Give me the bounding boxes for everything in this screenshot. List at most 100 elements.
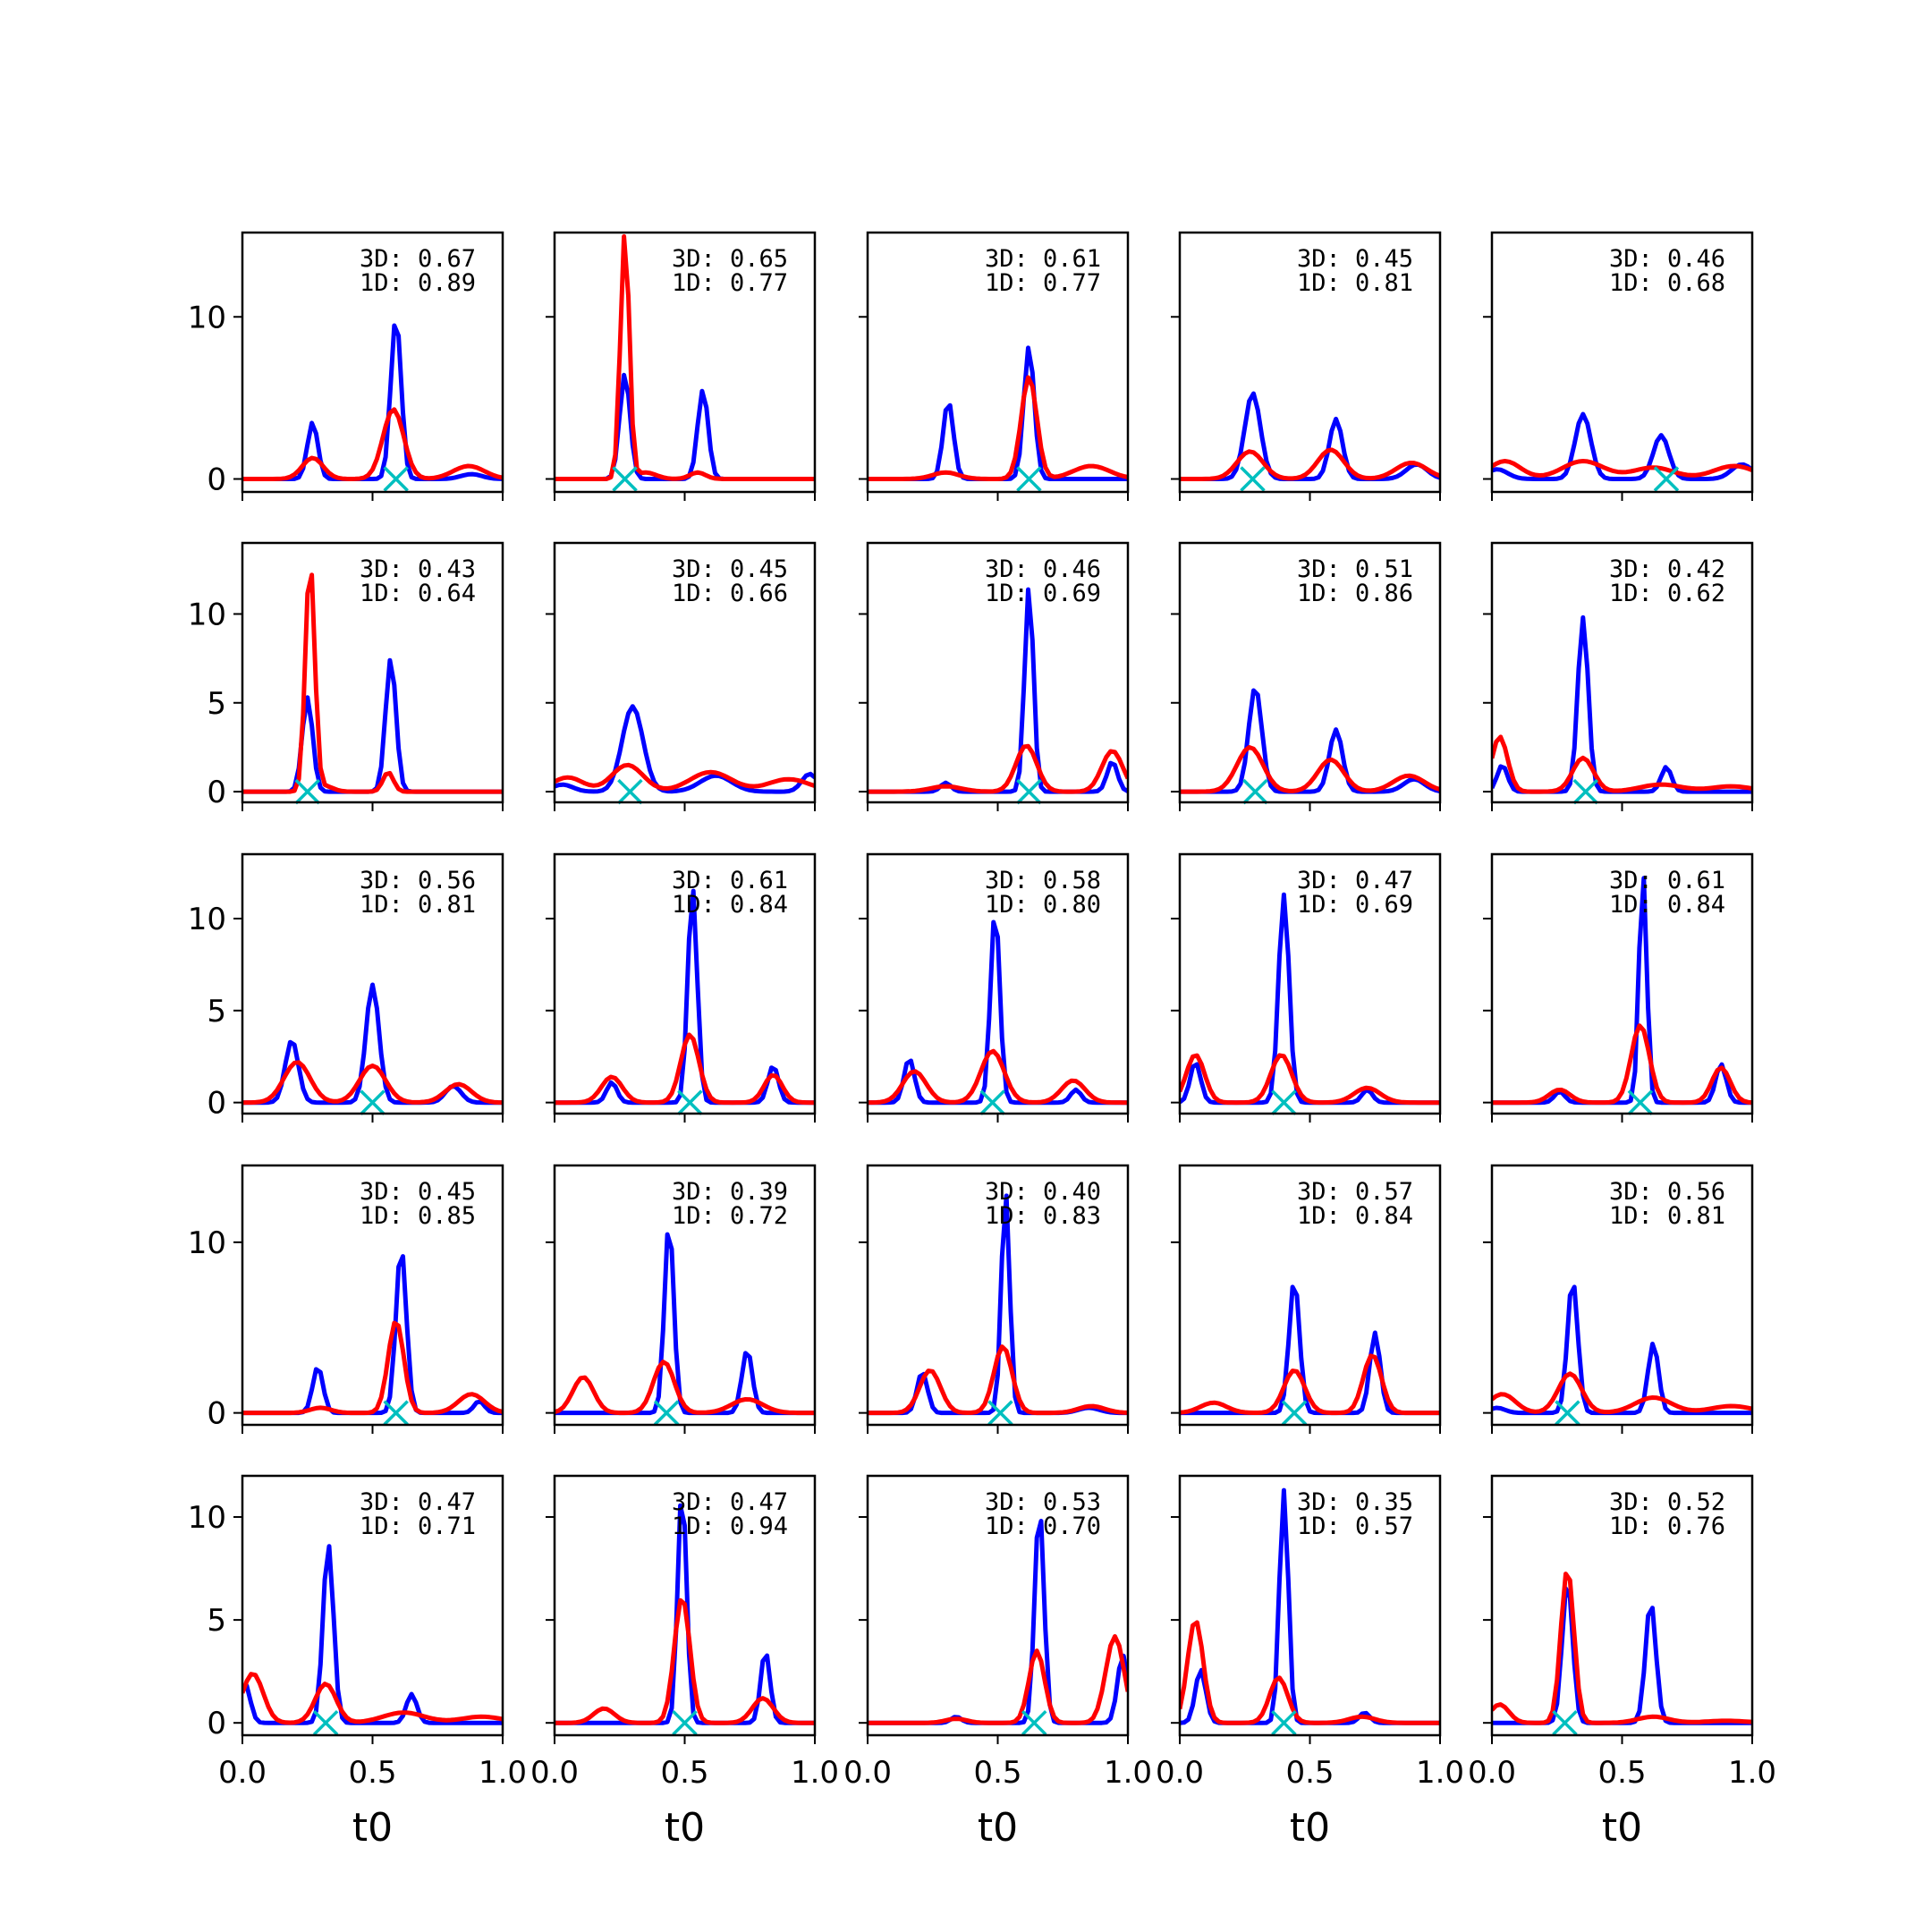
panel-frame: [1490, 231, 1754, 494]
panel-frame: [866, 1474, 1130, 1737]
red-series-line: [242, 407, 503, 481]
cross-marker-stroke: [1555, 1400, 1580, 1426]
red-series-line: [868, 1048, 1128, 1106]
annotation-3d: 3D: 0.56: [1609, 1178, 1725, 1206]
y-tick-label: 0: [207, 775, 226, 810]
blue-series-line: [555, 888, 815, 1106]
cross-marker: [979, 1089, 1005, 1115]
annotation-3d: 3D: 0.61: [1609, 867, 1725, 894]
cross-marker-stroke: [653, 1400, 680, 1426]
cross-marker: [987, 1400, 1013, 1426]
cross-marker-stroke: [617, 778, 643, 805]
red-series-line: [242, 1672, 503, 1725]
annotation-1d: 1D: 0.77: [985, 269, 1101, 297]
x-axis-label: t0: [978, 1805, 1018, 1851]
series-group: [555, 704, 815, 794]
blue-series-line: [1492, 411, 1752, 481]
series-group: [868, 345, 1128, 481]
annotation-3d: 3D: 0.45: [360, 1178, 476, 1206]
annotation-1d: 1D: 0.84: [672, 891, 788, 919]
series-group: [1492, 1572, 1752, 1725]
y-tick-label: 0: [207, 1086, 226, 1122]
annotation-1d: 1D: 0.81: [1297, 269, 1413, 297]
panel-frame: [553, 1164, 817, 1427]
series-group: [1180, 892, 1440, 1106]
y-tick-label: 10: [188, 1225, 226, 1261]
blue-series-line: [242, 323, 503, 481]
cross-marker-stroke: [1016, 466, 1042, 492]
y-tick-label: 0: [207, 1706, 226, 1741]
annotation-3d: 3D: 0.47: [360, 1488, 476, 1516]
series-group: [1180, 1487, 1440, 1725]
panel-frame: [553, 541, 817, 804]
series-group: [555, 233, 815, 481]
blue-series-line: [242, 1254, 503, 1416]
y-tick-label: 10: [188, 902, 226, 937]
annotation-3d: 3D: 0.65: [672, 245, 788, 273]
x-tick-label: 0.5: [973, 1755, 1021, 1791]
series-group: [1180, 688, 1440, 794]
cross-marker: [612, 466, 638, 492]
cross-marker-stroke: [1271, 1089, 1297, 1115]
annotation-1d: 1D: 0.72: [672, 1202, 788, 1230]
cross-marker: [677, 1089, 703, 1115]
annotation-1d: 1D: 0.57: [1297, 1513, 1413, 1540]
series-group: [868, 587, 1128, 794]
red-series-line: [868, 743, 1128, 794]
blue-series-line: [555, 1503, 815, 1725]
red-series-line: [1492, 459, 1752, 478]
cross-marker-stroke: [677, 1089, 703, 1115]
series-group: [868, 1519, 1128, 1725]
x-tick-label: 0.0: [1468, 1755, 1516, 1791]
panel-frame: [1178, 231, 1442, 494]
series-group: [1180, 391, 1440, 481]
panel-frame: [1178, 1164, 1442, 1427]
annotation-1d: 1D: 0.71: [360, 1513, 476, 1540]
x-tick-label: 0.0: [218, 1755, 267, 1791]
series-group: [555, 888, 815, 1106]
red-series-line: [1492, 734, 1752, 794]
panel-frame: [1490, 1474, 1754, 1737]
cross-marker: [1240, 466, 1266, 492]
cross-marker-stroke: [1627, 1089, 1654, 1115]
annotation-1d: 1D: 0.76: [1609, 1513, 1725, 1540]
blue-series-line: [868, 919, 1128, 1106]
panel-frame: [866, 231, 1130, 494]
red-series-line: [868, 1344, 1128, 1416]
cross-marker-stroke: [672, 1709, 698, 1736]
red-series-line: [1492, 1023, 1752, 1106]
panel-frame: [1490, 1164, 1754, 1427]
annotation-3d: 3D: 0.46: [1609, 245, 1725, 273]
annotation-1d: 1D: 0.81: [1609, 1202, 1725, 1230]
cross-marker-stroke: [383, 1400, 409, 1426]
series-group: [1492, 614, 1752, 794]
cross-marker-stroke: [987, 1400, 1013, 1426]
annotation-1d: 1D: 0.80: [985, 891, 1101, 919]
annotation-3d: 3D: 0.61: [985, 245, 1101, 273]
cross-marker: [294, 778, 320, 805]
annotation-1d: 1D: 0.64: [360, 580, 476, 607]
red-series-line: [1180, 1620, 1440, 1725]
cross-marker: [617, 778, 643, 805]
annotation-1d: 1D: 0.62: [1609, 580, 1725, 607]
red-series-line: [1180, 1053, 1440, 1106]
annotation-3d: 3D: 0.39: [672, 1178, 788, 1206]
blue-series-line: [1180, 688, 1440, 794]
panel-frame: [866, 541, 1130, 804]
panel-frame: [1178, 541, 1442, 804]
cross-marker-stroke: [1242, 778, 1268, 805]
blue-series-line: [242, 982, 503, 1106]
y-tick-label: 5: [207, 1603, 226, 1639]
cross-marker: [1021, 1709, 1047, 1736]
annotation-3d: 3D: 0.45: [672, 555, 788, 583]
annotation-3d: 3D: 0.47: [672, 1488, 788, 1516]
